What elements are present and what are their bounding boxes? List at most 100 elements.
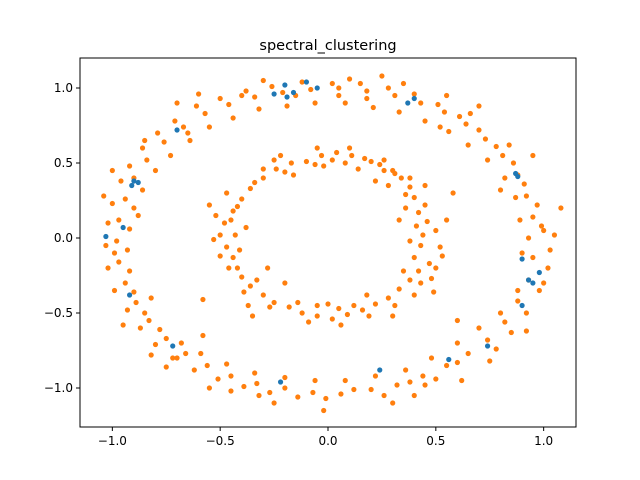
data-point-s0-245 (513, 194, 519, 201)
data-point-s1-9 (282, 82, 288, 88)
data-point-s0-1 (418, 242, 424, 249)
data-point-s0-85 (265, 265, 271, 271)
data-point-s0-74 (200, 296, 206, 303)
data-point-s0-115 (484, 337, 491, 343)
data-point-s0-109 (407, 175, 413, 181)
data-point-s0-179 (103, 242, 109, 249)
data-point-s0-27 (230, 254, 236, 261)
data-point-s0-205 (551, 232, 558, 238)
data-point-s0-83 (314, 145, 320, 151)
data-point-s0-218 (224, 361, 230, 367)
data-point-s0-191 (299, 79, 305, 85)
data-point-s0-106 (271, 157, 277, 163)
data-point-s0-239 (396, 109, 402, 115)
data-point-s0-207 (515, 287, 521, 294)
data-point-s0-262 (196, 91, 202, 97)
data-point-s0-278 (239, 92, 245, 99)
data-point-s0-61 (392, 302, 398, 309)
data-point-s0-8 (411, 194, 417, 201)
x-tick-label: 0.5 (426, 434, 445, 448)
data-point-s0-200 (510, 160, 517, 166)
data-point-s0-217 (252, 370, 258, 376)
data-point-s0-53 (213, 212, 219, 219)
data-point-s0-196 (435, 101, 441, 108)
data-point-s0-286 (437, 124, 443, 130)
data-point-s0-222 (142, 310, 148, 316)
data-point-s0-146 (364, 88, 370, 94)
data-point-s0-161 (493, 346, 499, 352)
data-point-s0-145 (336, 85, 342, 91)
data-point-s0-64 (439, 253, 445, 259)
data-point-s0-182 (118, 178, 124, 184)
data-point-s0-104 (228, 217, 234, 223)
data-point-s0-13 (362, 155, 368, 162)
data-point-s0-162 (454, 359, 460, 366)
data-point-s0-277 (336, 92, 342, 99)
data-point-s0-216 (282, 374, 288, 381)
data-point-s0-134 (116, 217, 122, 223)
data-point-s0-158 (536, 287, 542, 294)
data-point-s0-221 (157, 326, 163, 333)
data-point-s0-30 (247, 283, 253, 289)
data-point-s0-76 (321, 163, 327, 169)
data-point-s0-103 (433, 265, 439, 271)
data-point-s0-199 (493, 143, 499, 150)
data-point-s0-181 (109, 200, 115, 207)
data-point-s0-21 (247, 185, 253, 192)
data-point-s0-96 (418, 280, 424, 286)
data-point-s0-260 (547, 247, 553, 253)
data-point-s0-86 (224, 190, 230, 196)
data-point-s1-22 (484, 343, 491, 349)
data-point-s0-39 (372, 301, 379, 307)
data-point-s0-267 (523, 328, 530, 334)
data-point-s0-258 (459, 377, 465, 384)
x-tick-label: −0.5 (206, 434, 235, 448)
data-point-s0-171 (215, 376, 221, 382)
data-point-s0-89 (372, 178, 379, 184)
data-point-s0-244 (502, 175, 508, 181)
data-point-s0-102 (314, 302, 320, 309)
data-point-s0-279 (422, 382, 428, 388)
data-point-s0-177 (111, 287, 118, 294)
data-point-s0-288 (400, 80, 407, 87)
data-point-s0-263 (346, 76, 353, 82)
data-point-s0-75 (450, 190, 456, 196)
data-point-s0-94 (336, 305, 342, 312)
data-point-s0-120 (368, 386, 374, 393)
data-point-s0-141 (226, 101, 232, 108)
data-point-s0-230 (167, 152, 174, 159)
data-point-s0-38 (359, 307, 366, 313)
data-point-s0-125 (228, 373, 234, 379)
data-point-s0-35 (314, 313, 320, 319)
data-point-s0-204 (558, 205, 564, 211)
data-point-s0-26 (224, 244, 230, 250)
data-point-s1-1 (120, 224, 126, 231)
data-point-s0-285 (185, 130, 191, 136)
data-point-s0-59 (338, 322, 344, 328)
data-point-s0-63 (428, 275, 435, 282)
x-tick-label: −1.0 (98, 434, 127, 448)
data-point-s0-180 (105, 220, 111, 226)
data-point-s0-237 (342, 100, 348, 106)
data-point-s1-4 (131, 178, 137, 184)
data-point-s0-10 (398, 175, 404, 181)
y-tick-label: 0.5 (54, 156, 73, 170)
data-point-s0-149 (441, 109, 448, 115)
data-point-s0-234 (256, 106, 262, 112)
data-point-s0-261 (506, 142, 512, 148)
data-point-s0-37 (344, 311, 351, 318)
data-point-s0-66 (403, 205, 409, 211)
data-point-s0-88 (282, 280, 288, 286)
data-point-s0-22 (239, 196, 245, 202)
data-point-s0-68 (236, 247, 243, 253)
data-point-s0-198 (476, 127, 482, 133)
data-point-s0-14 (349, 152, 355, 159)
data-point-s1-21 (525, 277, 532, 283)
data-point-s0-142 (252, 94, 258, 100)
data-point-s0-128 (163, 335, 169, 342)
data-point-s0-201 (521, 181, 527, 187)
data-point-s1-3 (135, 179, 141, 186)
data-point-s1-2 (129, 182, 135, 189)
data-point-s0-266 (163, 364, 169, 370)
